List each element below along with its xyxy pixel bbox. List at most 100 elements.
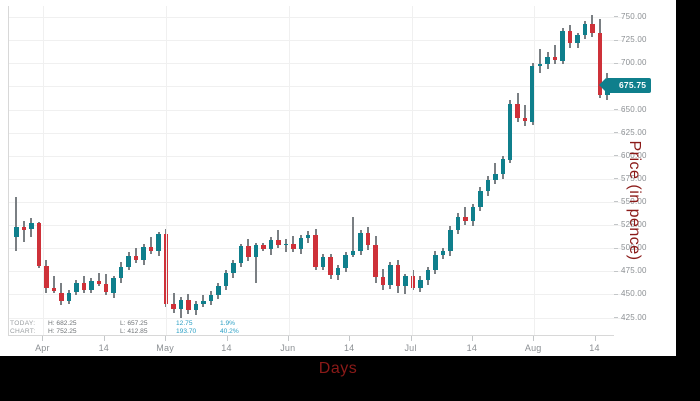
candlestick[interactable] — [552, 6, 558, 336]
current-price-badge[interactable]: 675.75 — [598, 78, 652, 94]
candlestick[interactable] — [500, 6, 506, 336]
candlestick[interactable] — [403, 6, 408, 336]
candlestick[interactable] — [380, 6, 386, 336]
candlestick[interactable] — [605, 6, 610, 336]
candlestick[interactable] — [575, 6, 580, 336]
candlestick[interactable] — [103, 6, 109, 336]
candlestick[interactable] — [216, 6, 221, 336]
date-axis[interactable]: Apr 14 May 14 Jun 14 Jul 14 Aug 14 — [0, 336, 616, 358]
candlestick[interactable] — [515, 6, 520, 336]
plot-area — [8, 6, 624, 336]
candlestick[interactable] — [171, 6, 176, 336]
candle-wick — [277, 229, 280, 249]
candlestick[interactable] — [148, 6, 154, 336]
y-axis-title: Price (in pence) — [626, 140, 643, 261]
candle-body — [193, 303, 199, 311]
candle-body — [118, 266, 124, 278]
candlestick[interactable] — [81, 6, 87, 336]
candlestick[interactable] — [59, 6, 64, 336]
candlestick[interactable] — [51, 6, 57, 336]
candlestick[interactable] — [118, 6, 124, 336]
candlestick[interactable] — [597, 6, 603, 336]
candlestick[interactable] — [96, 6, 102, 336]
candlestick[interactable] — [66, 6, 72, 336]
candlestick[interactable] — [582, 6, 588, 336]
candlestick[interactable] — [440, 6, 446, 336]
candle-body — [418, 279, 423, 288]
y-axis-label: 750.00 — [621, 12, 647, 22]
candlestick[interactable] — [246, 6, 251, 336]
candle-wick — [15, 197, 18, 251]
candle-body — [313, 235, 318, 267]
candlestick[interactable] — [522, 6, 528, 336]
candlestick[interactable] — [305, 6, 311, 336]
candlestick[interactable] — [126, 6, 131, 336]
candlestick[interactable] — [298, 6, 304, 336]
y-axis-label: 525.00 — [621, 220, 647, 230]
candle-body — [111, 277, 116, 293]
candlestick[interactable] — [14, 6, 19, 336]
candlestick[interactable] — [433, 6, 438, 336]
candlestick[interactable] — [560, 6, 565, 336]
candlestick[interactable] — [567, 6, 573, 336]
candlestick[interactable] — [335, 6, 341, 336]
candlestick[interactable] — [313, 6, 318, 336]
candlestick[interactable] — [208, 6, 214, 336]
candlestick[interactable] — [537, 6, 543, 336]
candlestick[interactable] — [485, 6, 491, 336]
candlestick[interactable] — [156, 6, 161, 336]
candlestick[interactable] — [253, 6, 259, 336]
candlestick[interactable] — [455, 6, 461, 336]
candlestick[interactable] — [388, 6, 393, 336]
candle-body — [66, 292, 72, 301]
candlestick[interactable] — [507, 6, 513, 336]
candlestick[interactable] — [425, 6, 431, 336]
y-axis-label: 700.00 — [621, 58, 647, 68]
candlestick[interactable] — [201, 6, 206, 336]
candlestick[interactable] — [29, 6, 34, 336]
candlestick[interactable] — [21, 6, 27, 336]
candlestick[interactable] — [276, 6, 281, 336]
candlestick[interactable] — [463, 6, 468, 336]
candlestick[interactable] — [358, 6, 363, 336]
candlestick[interactable] — [111, 6, 116, 336]
candlestick[interactable] — [395, 6, 401, 336]
candlestick[interactable] — [268, 6, 274, 336]
candlestick[interactable] — [478, 6, 483, 336]
candlestick[interactable] — [178, 6, 184, 336]
candle-body — [455, 216, 461, 230]
candlestick[interactable] — [320, 6, 326, 336]
candlestick[interactable] — [231, 6, 236, 336]
candlestick[interactable] — [590, 6, 595, 336]
y-axis-label: 500.00 — [621, 243, 647, 253]
candlestick[interactable] — [74, 6, 79, 336]
candlestick[interactable] — [89, 6, 94, 336]
candlestick[interactable] — [545, 6, 550, 336]
candlestick[interactable] — [470, 6, 476, 336]
candle-body — [365, 232, 371, 246]
candlestick[interactable] — [493, 6, 498, 336]
candlestick[interactable] — [328, 6, 333, 336]
candlestick[interactable] — [44, 6, 49, 336]
candlestick[interactable] — [141, 6, 146, 336]
price-axis[interactable]: 425.00 450.00 475.00 500.00 525.00 550.00 575.… — [598, 0, 676, 356]
readout-label: CHART: — [10, 328, 36, 336]
candlestick[interactable] — [133, 6, 139, 336]
candlestick[interactable] — [373, 6, 378, 336]
candlestick[interactable] — [410, 6, 416, 336]
candlestick[interactable] — [343, 6, 348, 336]
candlestick[interactable] — [418, 6, 423, 336]
candlestick[interactable] — [36, 6, 42, 336]
candle-body — [171, 303, 176, 310]
candlestick[interactable] — [530, 6, 535, 336]
candlestick[interactable] — [448, 6, 453, 336]
candlestick[interactable] — [283, 6, 289, 336]
candlestick[interactable] — [291, 6, 296, 336]
candlestick[interactable] — [261, 6, 266, 336]
candlestick[interactable] — [365, 6, 371, 336]
candlestick[interactable] — [223, 6, 229, 336]
candlestick[interactable] — [238, 6, 244, 336]
candlestick[interactable] — [350, 6, 356, 336]
candlestick[interactable] — [193, 6, 199, 336]
candlestick[interactable] — [186, 6, 191, 336]
